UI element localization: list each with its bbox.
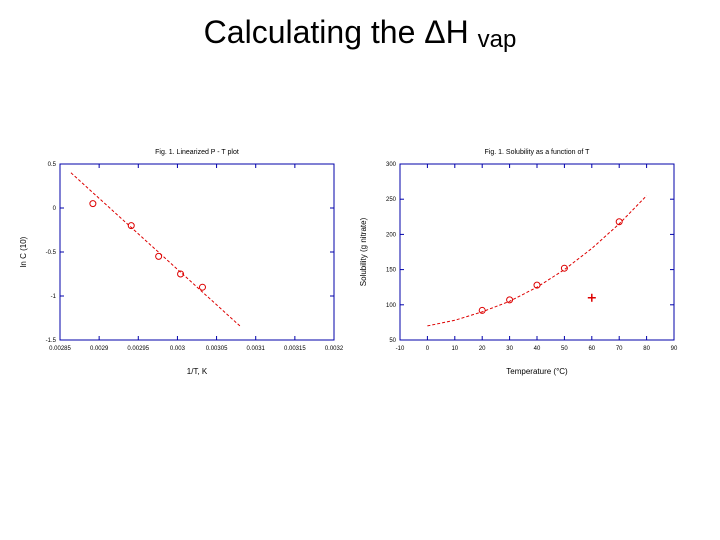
svg-text:-1: -1 <box>51 294 57 300</box>
svg-text:0: 0 <box>53 206 57 212</box>
slide: Calculating the ΔH vap Fig. 1. Linearize… <box>0 0 720 540</box>
svg-text:0.5: 0.5 <box>48 162 57 168</box>
linearized-pt-plot-svg: Fig. 1. Linearized P - T plot -1.5 -1 -0.5 0… <box>14 140 344 380</box>
charts-row: Fig. 1. Linearized P - T plot -1.5 -1 -0.5 0… <box>0 140 720 400</box>
svg-text:0.00285: 0.00285 <box>49 346 71 352</box>
solubility-plot: Fig. 1. Solubility as a function of T 50 1… <box>354 140 684 380</box>
svg-text:40: 40 <box>534 346 541 352</box>
svg-text:50: 50 <box>389 338 396 344</box>
svg-text:90: 90 <box>671 346 678 352</box>
svg-text:60: 60 <box>588 346 595 352</box>
svg-text:Fig. 1. Solubility as a functi: Fig. 1. Solubility as a function of T <box>485 149 591 156</box>
svg-text:200: 200 <box>386 232 397 238</box>
svg-text:-1.5: -1.5 <box>46 338 57 344</box>
svg-text:0.0029: 0.0029 <box>90 346 109 352</box>
svg-text:20: 20 <box>479 346 486 352</box>
svg-text:-0.5: -0.5 <box>46 250 57 256</box>
svg-text:70: 70 <box>616 346 623 352</box>
svg-text:250: 250 <box>386 197 397 203</box>
svg-text:ln C (10): ln C (10) <box>19 236 28 267</box>
title-subscript: vap <box>478 26 517 53</box>
svg-text:0.00295: 0.00295 <box>127 346 149 352</box>
title-main-text: Calculating the ΔH <box>204 14 478 50</box>
svg-text:-10: -10 <box>396 346 405 352</box>
svg-text:50: 50 <box>561 346 568 352</box>
svg-text:80: 80 <box>643 346 650 352</box>
svg-text:10: 10 <box>451 346 458 352</box>
linearized-pt-plot: Fig. 1. Linearized P - T plot -1.5 -1 -0.5 0… <box>14 140 344 380</box>
svg-text:Solubility (g nitrate): Solubility (g nitrate) <box>359 217 368 286</box>
svg-text:0.00315: 0.00315 <box>284 346 306 352</box>
svg-text:0.003: 0.003 <box>170 346 186 352</box>
svg-text:Fig. 1. Linearized P - T plot: Fig. 1. Linearized P - T plot <box>155 149 239 156</box>
svg-text:100: 100 <box>386 303 397 309</box>
svg-text:0.0031: 0.0031 <box>247 346 266 352</box>
svg-text:0: 0 <box>426 346 430 352</box>
slide-title: Calculating the ΔH vap <box>0 14 720 54</box>
svg-text:30: 30 <box>506 346 513 352</box>
svg-text:150: 150 <box>386 268 397 274</box>
solubility-plot-svg: Fig. 1. Solubility as a function of T 50 1… <box>354 140 684 380</box>
svg-text:1/T, K: 1/T, K <box>187 367 208 376</box>
svg-text:0.0032: 0.0032 <box>325 346 344 352</box>
svg-text:Temperature (°C): Temperature (°C) <box>506 367 568 376</box>
svg-text:300: 300 <box>386 162 397 168</box>
svg-text:0.00305: 0.00305 <box>206 346 228 352</box>
